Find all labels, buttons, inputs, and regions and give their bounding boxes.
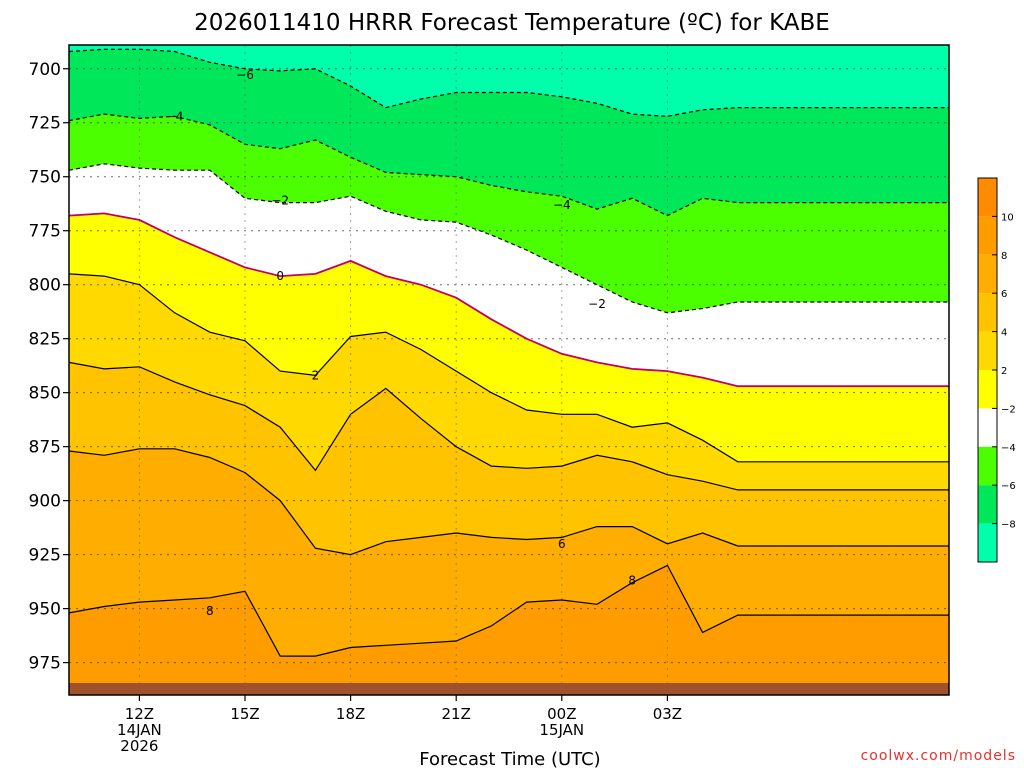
contour-label-1: −4 <box>166 109 184 123</box>
y-tick-label-800: 800 <box>29 276 61 296</box>
chart-title: 2026011410 HRRR Forecast Temperature (ºC… <box>194 10 830 36</box>
contour-label-2: −2 <box>271 193 289 207</box>
contour-label-3: −4 <box>553 198 571 212</box>
isotherm-line--2 <box>68 163 949 314</box>
plot-frame <box>68 44 950 696</box>
contour-label-9: 8 <box>628 574 636 588</box>
y-tick-label-825: 825 <box>29 330 61 350</box>
colorbar-swatch-7 <box>978 446 997 486</box>
isotherm-line-4 <box>68 361 949 491</box>
isotherm-line--4 <box>68 113 949 217</box>
colorbar-label-2: 6 <box>1001 289 1007 300</box>
contour-label-7: 6 <box>558 537 566 551</box>
x-tick-label-18Z-0: 18Z <box>336 705 365 723</box>
y-tick-label-725: 725 <box>29 114 61 134</box>
contour-label-5: 0 <box>276 269 284 283</box>
y-tick-label-875: 875 <box>29 438 61 458</box>
y-tick-label-950: 950 <box>29 600 61 620</box>
colorbar-label-6: −4 <box>1001 443 1016 454</box>
contour-labels: −6 −4 −2 −4 −2 0 2 6 8 8 <box>166 68 636 618</box>
colorbar-label-7: −6 <box>1001 481 1016 492</box>
isotherm-line-6 <box>68 448 949 556</box>
x-tick-label-00Z-1: 15JAN <box>539 721 584 739</box>
contour-label-6: 2 <box>312 368 320 382</box>
temperature-fill-layer <box>69 45 949 695</box>
y-tick-label-775: 775 <box>29 222 61 242</box>
isotherm-line--6 <box>68 48 949 117</box>
terrain-ground <box>69 683 949 695</box>
colorbar-label-4: 2 <box>1001 366 1007 377</box>
colorbar-swatch-1 <box>978 216 997 255</box>
y-axis: 700 725 750 775 800 825 850 875 900 925 950 975 <box>29 60 69 674</box>
contour-label-8: 8 <box>206 604 214 618</box>
contour-lines-layer <box>68 48 949 657</box>
colorbar-swatch-9 <box>978 523 997 562</box>
y-tick-label-975: 975 <box>29 654 61 674</box>
colorbar-label-3: 4 <box>1001 328 1007 339</box>
colorbar-legend: 10 8 6 4 2 −2 −4 −6 −8 <box>977 177 1016 563</box>
colorbar-swatch-4 <box>978 331 997 370</box>
colorbar-swatch-6 <box>978 408 997 447</box>
x-tick-label-12Z-1: 14JAN <box>117 721 162 739</box>
colorbar-label-1: 8 <box>1001 251 1007 262</box>
isotherm-line-2 <box>68 273 949 463</box>
isotherm-line-0 <box>68 212 949 388</box>
colorbar-label-5: −2 <box>1001 404 1016 415</box>
colorbar-swatch-2 <box>978 254 997 294</box>
y-tick-label-925: 925 <box>29 546 61 566</box>
x-axis-label: Forecast Time (UTC) <box>419 749 600 768</box>
x-tick-label-15Z-0: 15Z <box>230 705 259 723</box>
y-tick-label-900: 900 <box>29 492 61 512</box>
colorbar-swatch-8 <box>978 485 997 524</box>
source-credit: coolwx.com/models <box>861 748 1016 764</box>
colorbar-swatch-0 <box>978 178 997 217</box>
band--8 <box>69 45 949 117</box>
x-tick-label-00Z-0: 00Z <box>547 705 576 723</box>
colorbar-label-0: 10 <box>1001 212 1014 223</box>
colorbar-swatch-5 <box>978 370 997 409</box>
x-tick-label-12Z-2: 2026 <box>120 737 158 755</box>
y-tick-label-750: 750 <box>29 168 61 188</box>
colorbar-label-8: −8 <box>1001 520 1016 531</box>
x-tick-label-21Z-0: 21Z <box>442 705 471 723</box>
contour-label-4: −2 <box>588 297 606 311</box>
colorbar-swatch-3 <box>978 293 997 332</box>
y-tick-label-850: 850 <box>29 384 61 404</box>
y-tick-label-700: 700 <box>29 60 61 80</box>
x-tick-label-12Z-0: 12Z <box>125 705 154 723</box>
x-tick-label-03Z-0: 03Z <box>653 705 682 723</box>
contour-label-0: −6 <box>236 68 254 82</box>
isotherm-line-8 <box>68 564 949 657</box>
